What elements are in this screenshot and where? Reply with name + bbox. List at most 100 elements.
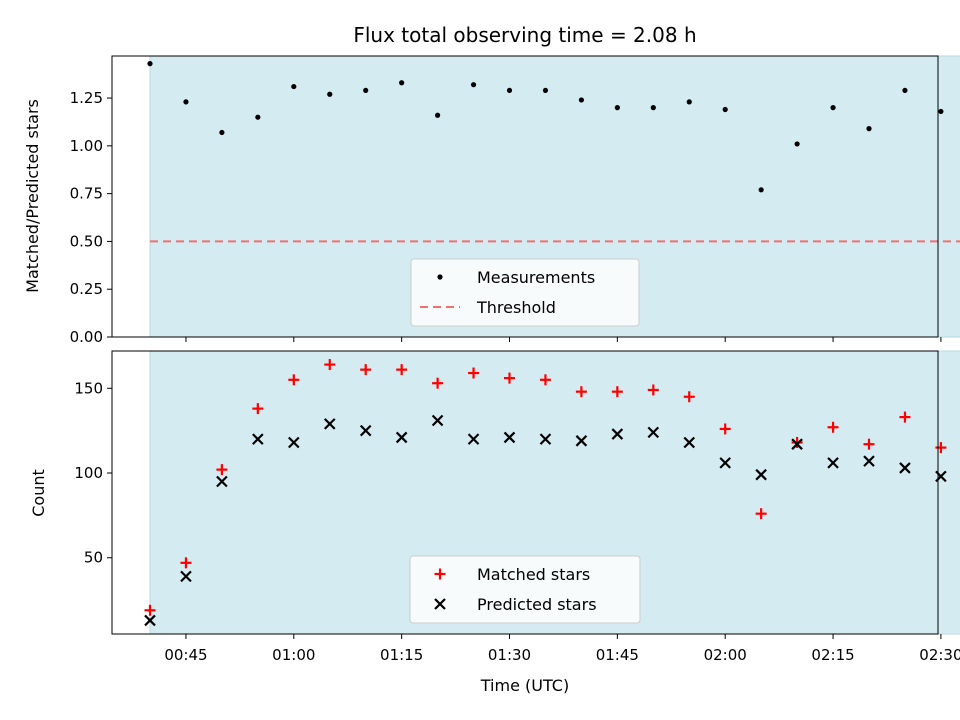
x-tick-label: 01:30 [488, 646, 531, 664]
matched-star-point [755, 508, 767, 520]
measurement-point [506, 87, 513, 94]
matched-star-point [468, 367, 480, 379]
x-tick-label: 00:45 [164, 646, 207, 664]
matched-star-point [899, 411, 911, 423]
matched-star-point [791, 437, 803, 449]
x-axis-label: Time (UTC) [480, 676, 569, 695]
y-tick-label: 0.25 [70, 280, 103, 298]
legend-cross-glyph [434, 598, 446, 610]
legend-label-matched: Matched stars [477, 565, 590, 584]
measurement-point [722, 106, 728, 113]
ratio-y-axis-label: Matched/Predicted stars [23, 99, 42, 293]
count-panel: 00:45 01:00 01:15 01:30 01:45 02:00 02:15 02:30… [29, 350, 960, 695]
measurement-point [399, 80, 405, 86]
predicted-star-point [827, 457, 839, 469]
predicted-star-point [359, 424, 372, 437]
measurement-point [147, 61, 153, 67]
measurement-point [902, 87, 908, 94]
ratio-panel: 0.00 0.25 0.50 0.75 1.00 1.25 Matched/Predict… [23, 55, 960, 346]
y-tick-label: 100 [74, 464, 103, 482]
matched-star-point [180, 557, 192, 569]
measurement-point [794, 141, 800, 147]
measurement-point [435, 112, 441, 118]
matched-star-point [360, 364, 372, 376]
predicted-star-point [647, 426, 660, 439]
predicted-star-point [180, 570, 192, 583]
measurement-point [363, 87, 369, 94]
x-tick-label: 01:45 [596, 646, 639, 664]
measurement-point [327, 91, 333, 97]
y-tick-label: 1.25 [70, 89, 103, 107]
predicted-star-point [323, 418, 336, 430]
predicted-star-point [575, 435, 588, 447]
measurement-point [291, 83, 297, 90]
matched-star-point [144, 604, 156, 616]
matched-star-point [432, 377, 444, 389]
count-legend: Matched stars Predicted stars [409, 555, 641, 624]
matched-star-point [216, 464, 228, 476]
y-tick-label: 0.75 [70, 185, 103, 203]
x-tick-label: 01:15 [380, 646, 423, 664]
measurement-point [183, 99, 189, 105]
legend-label-measurements: Measurements [477, 268, 595, 287]
measurement-point [578, 97, 585, 103]
matched-star-point [252, 403, 264, 415]
matched-star-point [827, 421, 839, 433]
matched-star-point [324, 359, 336, 371]
count-legend-box [409, 555, 641, 624]
matched-star-point [539, 374, 551, 386]
predicted-star-point [395, 431, 408, 444]
predicted-star-point [611, 428, 624, 440]
matched-star-point [504, 372, 515, 384]
legend-marker-matched [434, 568, 446, 580]
matched-star-point [719, 423, 731, 435]
x-tick-label: 01:00 [272, 646, 315, 664]
y-tick-label: 0.50 [70, 232, 103, 250]
legend-marker-measurements [437, 274, 443, 280]
count-plot-frame [111, 350, 939, 635]
measurement-point [866, 126, 872, 132]
predicted-star-point [144, 614, 156, 627]
predicted-star-point [503, 431, 516, 444]
count-y-axis-label: Count [29, 469, 48, 517]
predicted-star-point [863, 455, 875, 467]
predicted-star-point [216, 475, 228, 488]
measurement-point [614, 105, 620, 111]
predicted-star-point [252, 433, 264, 445]
measurement-point [470, 82, 477, 88]
predicted-star-point [288, 436, 300, 449]
measurement-point [542, 87, 549, 94]
y-tick-label: 0.00 [70, 328, 103, 346]
matched-star-point [863, 438, 875, 450]
legend-plus-glyph [434, 568, 446, 580]
legend-marker-predicted [434, 598, 446, 610]
matched-star-point [683, 391, 695, 403]
matched-star-point [396, 364, 408, 376]
measurement-point [938, 108, 944, 115]
matched-star-point [611, 386, 623, 398]
measurement-point [686, 99, 692, 105]
y-tick-label: 50 [84, 549, 103, 567]
matched-star-point [647, 384, 659, 396]
matched-star-point [935, 442, 947, 454]
ratio-legend: Measurements Threshold [410, 258, 640, 327]
predicted-star-point [683, 436, 696, 449]
matched-star-point [575, 386, 587, 398]
measurement-point [650, 105, 656, 111]
predicted-star-point [467, 433, 480, 445]
legend-label-threshold: Threshold [476, 298, 556, 317]
predicted-star-point [431, 414, 444, 427]
chart-title: Flux total observing time = 2.08 h [353, 23, 696, 47]
predicted-star-point [899, 462, 911, 474]
measurement-point [830, 105, 836, 111]
predicted-star-point [719, 457, 731, 469]
x-tick-label: 02:00 [704, 646, 747, 664]
matched-star-point [288, 374, 300, 386]
predicted-star-point [791, 438, 803, 450]
legend-label-predicted: Predicted stars [477, 595, 597, 614]
x-tick-label: 02:30 [919, 646, 960, 664]
x-tick-label: 02:15 [811, 646, 854, 664]
measurement-point [758, 187, 764, 193]
predicted-star-point [755, 468, 767, 481]
